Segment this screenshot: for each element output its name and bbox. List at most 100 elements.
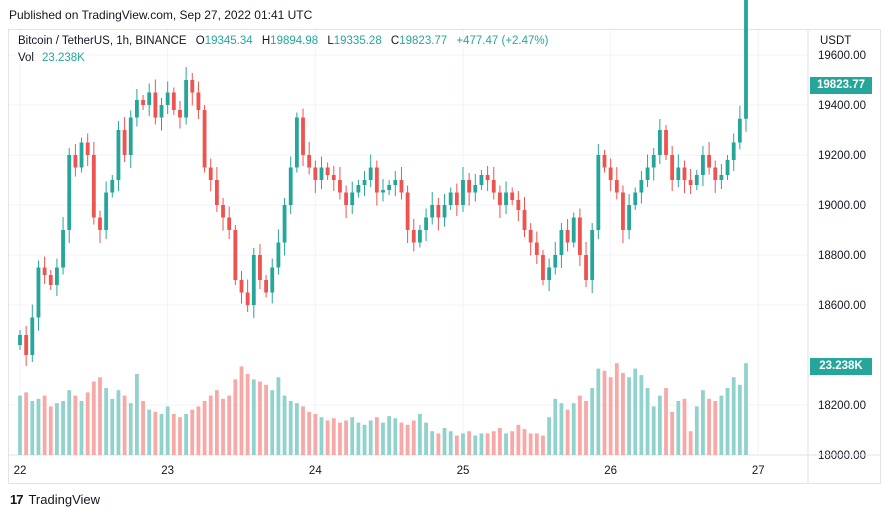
volume-bar [221,398,225,455]
candle-body [356,185,361,193]
footer[interactable]: 17 TradingView [10,492,100,507]
volume-bar [590,388,595,455]
candle-body [128,117,133,155]
candle-body [418,230,422,243]
x-tick-label: 26 [604,465,617,477]
volume-bar [362,424,367,455]
candle-body [657,130,662,155]
candle-body [682,167,687,180]
volume-bar [36,398,41,455]
candle-body [331,175,336,180]
candle-body [461,180,465,205]
y-tick-label: 19000.00 [818,200,866,212]
volume-bar [701,390,705,455]
volume-bar [331,418,336,455]
volume-bar [676,401,681,455]
volume-bar [670,411,675,455]
volume-bar [307,411,312,455]
candle-body [547,267,552,280]
volume-bar [454,435,459,455]
volume-bar [713,401,718,455]
volume-bar [251,379,256,455]
candle-body [571,217,576,243]
volume-bar [645,388,650,455]
candle-body [430,205,435,218]
volume-bar [208,395,213,455]
volume-bar [504,433,508,455]
candle-body [485,175,490,180]
candle-body [202,110,207,168]
volume-bar [282,395,287,455]
candle-body [270,267,275,293]
legend-high: 19894.98 [270,35,319,47]
candle-body [522,210,527,230]
legend-close: 19823.77 [399,35,448,47]
volume-bar [436,433,441,455]
candle-body [448,192,453,205]
volume-bar [48,406,53,455]
candle-body [713,167,718,180]
volume-bar [657,395,662,455]
legend-low: 19335.28 [333,35,382,47]
volume-bar [30,401,35,455]
volume-bar [621,372,625,455]
volume-bar [491,431,496,455]
volume-bar [79,401,84,455]
candle-body [602,155,607,168]
volume-bar [442,428,447,455]
candle-body [590,230,595,280]
volume-bar [627,377,632,455]
legend-open-label: O [195,35,205,47]
candle-body [276,242,281,268]
x-tick-label: 25 [457,465,470,477]
candle-body [405,192,410,230]
candle-body [516,200,521,210]
candle-body [350,192,355,205]
candle-body [171,92,176,110]
volume-bar [719,395,724,455]
candle-body [584,255,588,280]
volume-bar [18,395,22,455]
volume-bar [288,401,293,455]
published-caption: Published on TradingView.com, Sep 27, 20… [9,8,313,22]
tradingview-logo-icon: 17 [10,492,24,507]
candle-body [614,180,619,193]
candle-body [491,180,496,193]
y-tick-label: 18800.00 [818,250,866,262]
candle-body [577,217,582,255]
volume-bar [350,417,355,455]
volume-bar [571,403,576,455]
candle-body [368,167,373,180]
y-tick-label: 18000.00 [818,450,866,462]
legend-low-label: L [327,35,334,47]
volume-bar [141,401,145,455]
volume-bar [73,395,78,455]
candle-body [510,192,515,200]
volume-bar [55,403,59,455]
volume-bar [374,417,379,455]
volume-bar [516,424,521,455]
volume-bar [565,409,570,455]
volume-bar [338,422,342,455]
volume-bar [534,433,539,455]
candle-body [147,92,152,105]
volume-bar [614,363,619,455]
volume-bar [356,422,361,455]
chart-frame[interactable] [8,29,881,484]
volume-bar [707,398,711,455]
candle-body [559,230,564,255]
candle-body [694,175,699,185]
volume-bar [744,363,748,455]
volume-bar [553,398,558,455]
volume-bar [325,420,330,455]
volume-bar [245,374,250,455]
volume-bar [301,406,305,455]
candle-body [30,317,35,355]
volume-bar [104,388,109,455]
volume-bar [153,411,158,455]
x-tick-label: 23 [161,465,174,477]
volume-bar [424,422,428,455]
volume-bar [528,433,533,455]
y-tick-label: 19200.00 [818,150,866,162]
